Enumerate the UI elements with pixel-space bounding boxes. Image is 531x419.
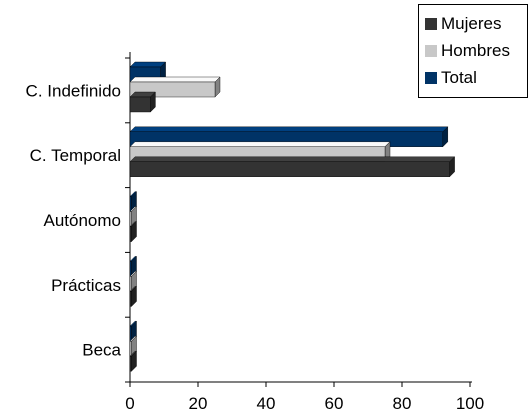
- bar-total: [129, 261, 132, 277]
- x-tick-label: 100: [456, 394, 484, 413]
- y-category-label: Autónomo: [44, 211, 122, 230]
- legend-item-mujeres: Mujeres: [425, 13, 501, 35]
- legend-swatch-mujeres: [425, 18, 437, 30]
- bar-total-top: [129, 126, 449, 133]
- legend-label-mujeres: Mujeres: [441, 14, 502, 33]
- legend-item-hombres: Hombres: [425, 40, 510, 62]
- bar-total: [129, 326, 132, 342]
- bar-mujeres-top: [129, 156, 456, 163]
- y-category-label: Beca: [82, 341, 121, 360]
- x-tick-label: 0: [125, 394, 134, 413]
- y-category-label: C. Indefinido: [26, 81, 121, 100]
- bar-hombres: [129, 341, 132, 357]
- bar-mujeres: [129, 161, 450, 178]
- x-tick-label: 80: [393, 394, 412, 413]
- bar-hombres-top: [129, 141, 391, 148]
- x-tick-label: 20: [189, 394, 208, 413]
- legend-label-total: Total: [441, 68, 477, 87]
- legend-label-hombres: Hombres: [441, 41, 510, 60]
- bar-mujeres: [129, 96, 151, 113]
- bar-hombres: [129, 211, 132, 227]
- bar-mujeres: [129, 356, 132, 372]
- bar-hombres-top: [129, 76, 221, 83]
- chart-legend: Mujeres Hombres Total: [418, 4, 528, 98]
- bar-mujeres: [129, 291, 132, 307]
- chart-axes: [125, 52, 472, 387]
- legend-swatch-total: [425, 72, 437, 84]
- bar-total: [129, 196, 132, 212]
- bar-total-top: [129, 61, 167, 68]
- chart-bars: [129, 61, 456, 372]
- x-tick-label: 60: [325, 394, 344, 413]
- y-category-label: C. Temporal: [30, 146, 121, 165]
- chart-labels: 0 20 40 60 80 100 C. Indefinido C. Temporal Autó…: [26, 81, 485, 413]
- bar-mujeres: [129, 226, 132, 242]
- legend-item-total: Total: [425, 67, 477, 89]
- bar-hombres: [129, 276, 132, 292]
- x-tick-label: 40: [257, 394, 276, 413]
- legend-swatch-hombres: [425, 45, 437, 57]
- y-category-label: Prácticas: [51, 276, 121, 295]
